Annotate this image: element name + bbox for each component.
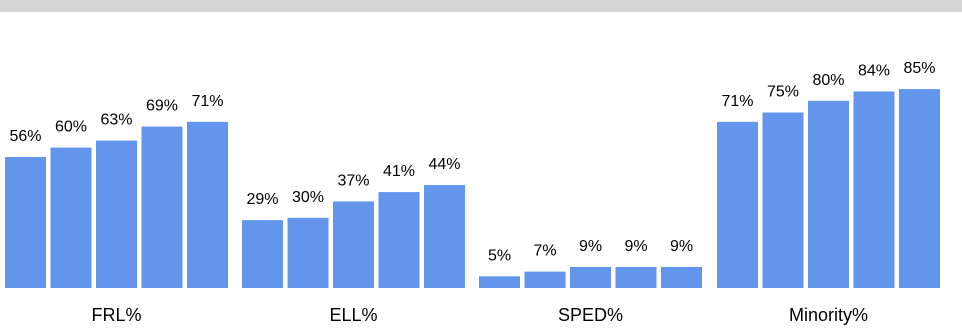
bar-value-label: 30% <box>292 189 324 206</box>
bar-value-label: 63% <box>100 112 132 129</box>
bar-frl-1 <box>5 156 46 288</box>
value-labels-layer: 56% 60% 63% 69% 71% 29% 30% 37% 41% 44% 5% 7% 9% 9% 9%… <box>9 60 935 264</box>
category-label: SPED% <box>558 305 623 325</box>
bar-minority-2 <box>762 112 804 288</box>
bar-value-label: 85% <box>903 60 935 77</box>
bar-minority-1 <box>717 121 758 288</box>
bar-sped-3 <box>570 266 611 288</box>
top-band <box>0 0 962 12</box>
bar-value-label: 41% <box>383 163 415 180</box>
bars-layer <box>5 89 940 288</box>
bar-sped-2 <box>524 271 566 288</box>
bar-value-label: 60% <box>55 119 87 136</box>
bar-ell-3 <box>333 201 374 288</box>
bar-sped-4 <box>615 266 657 288</box>
bar-value-label: 56% <box>9 128 41 145</box>
bar-minority-3 <box>808 100 849 288</box>
bar-value-label: 71% <box>721 93 753 110</box>
bar-ell-4 <box>378 192 420 288</box>
bar-frl-2 <box>50 147 92 288</box>
bar-sped-5 <box>661 266 702 288</box>
bar-frl-4 <box>141 126 183 288</box>
category-label: FRL% <box>91 305 141 325</box>
bar-value-label: 84% <box>858 62 890 79</box>
bar-value-label: 80% <box>812 72 844 89</box>
bar-value-label: 9% <box>670 238 693 255</box>
category-label: Minority% <box>789 305 868 325</box>
bar-frl-3 <box>96 140 137 288</box>
bar-value-label: 29% <box>246 191 278 208</box>
bar-sped-1 <box>479 276 520 288</box>
bar-ell-5 <box>424 185 465 288</box>
bar-value-label: 9% <box>579 238 602 255</box>
bar-value-label: 5% <box>488 247 511 264</box>
category-label: ELL% <box>329 305 377 325</box>
bar-ell-1 <box>242 220 283 288</box>
bar-value-label: 75% <box>767 84 799 101</box>
bar-minority-4 <box>853 91 895 288</box>
bar-value-label: 69% <box>146 98 178 115</box>
bar-value-label: 9% <box>624 238 647 255</box>
bar-value-label: 44% <box>428 156 460 173</box>
bar-value-label: 7% <box>533 243 556 260</box>
bar-ell-2 <box>287 217 329 288</box>
bar-frl-5 <box>187 121 228 288</box>
bar-value-label: 71% <box>191 93 223 110</box>
bar-value-label: 37% <box>337 172 369 189</box>
bar-minority-5 <box>899 89 940 288</box>
category-labels-layer: FRL% ELL% SPED% Minority% <box>91 305 868 325</box>
